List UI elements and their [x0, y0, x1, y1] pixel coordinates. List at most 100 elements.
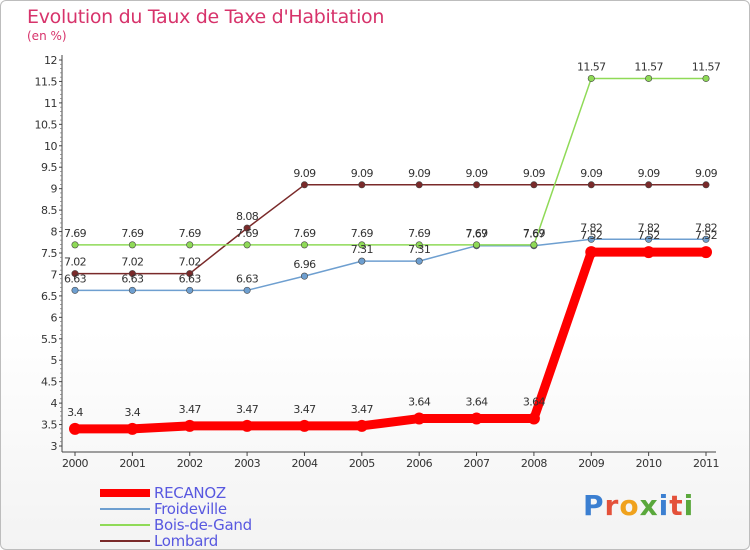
legend-swatch: [100, 540, 150, 542]
data-point: [587, 235, 595, 243]
data-label: 11.57: [634, 60, 663, 73]
y-tick-label: 8.5: [41, 204, 57, 217]
data-point: [530, 241, 538, 249]
data-label: 7.82: [695, 221, 717, 234]
y-tick-label: 10: [44, 140, 57, 153]
data-label: 6.63: [236, 272, 259, 285]
y-tick-label: 5: [51, 354, 58, 367]
y-tick-label: 6.5: [41, 290, 57, 303]
data-label: 6.63: [121, 272, 144, 285]
data-label: 7.69: [121, 227, 144, 240]
data-label: 7.69: [408, 227, 431, 240]
data-label: 7.31: [351, 243, 373, 256]
data-point: [645, 235, 653, 243]
data-point: [415, 181, 423, 189]
data-label: 7.67: [523, 228, 546, 241]
data-point: [69, 422, 81, 435]
legend-swatch: [100, 508, 150, 510]
logo-letter: x: [639, 489, 659, 522]
data-label: 3.4: [67, 406, 83, 419]
data-point: [702, 235, 710, 243]
chart-data-labels: 7.02 7.02 7.02 8.08 9.09 9.09 9.09 9.09 9.09 9.09…: [64, 60, 721, 418]
y-tick-label: 11: [44, 97, 57, 110]
chart-subtitle: (en %): [27, 29, 67, 43]
data-point: [126, 422, 139, 435]
legend-swatch: [100, 489, 150, 497]
data-label: 7.31: [408, 243, 430, 256]
data-point: [645, 74, 653, 82]
data-label: 11.57: [577, 60, 606, 73]
data-label: 7.02: [121, 256, 143, 269]
data-label: 7.69: [293, 227, 316, 240]
x-tick-label: 2003: [234, 457, 260, 470]
data-point: [71, 270, 79, 278]
data-point: [358, 257, 366, 265]
x-tick-label: 2007: [464, 457, 490, 470]
data-label: 7.52: [695, 229, 717, 242]
data-point: [186, 286, 194, 294]
data-label: 3.47: [293, 403, 316, 416]
data-point: [300, 181, 308, 189]
data-label: 7.82: [580, 221, 602, 234]
data-label: 3.47: [236, 403, 259, 416]
data-point: [243, 241, 251, 249]
chart-title: Evolution du Taux de Taxe d'Habitation: [27, 6, 385, 28]
x-tick-label: 2005: [349, 457, 375, 470]
logo-letter: P: [583, 489, 605, 522]
legend-swatch: [100, 524, 150, 526]
data-point: [186, 241, 194, 249]
data-label: 7.52: [580, 229, 602, 242]
data-point: [645, 181, 653, 189]
data-point: [298, 419, 311, 432]
x-tick-label: 2000: [62, 457, 88, 470]
data-point: [473, 181, 481, 189]
data-label: 7.82: [638, 221, 660, 234]
data-point: [243, 286, 251, 294]
data-point: [128, 241, 136, 249]
data-label: 6.63: [179, 272, 202, 285]
data-point: [241, 419, 254, 432]
data-point: [642, 246, 655, 259]
data-point: [527, 412, 540, 425]
data-point: [470, 412, 483, 425]
data-point: [413, 412, 426, 425]
data-label: 9.09: [408, 167, 431, 180]
data-label: 3.47: [351, 403, 374, 416]
y-tick-label: 5.5: [41, 333, 57, 346]
data-label: 7.69: [236, 227, 259, 240]
data-label: 9.09: [695, 167, 718, 180]
data-label: 7.67: [465, 228, 488, 241]
y-tick-label: 9.5: [41, 161, 57, 174]
x-tick-label: 2010: [636, 457, 662, 470]
series-line-lombard: [74, 184, 707, 275]
data-point: [473, 241, 481, 249]
y-tick-label: 7: [51, 268, 58, 281]
data-point: [530, 181, 538, 189]
y-tick-label: 10.5: [35, 118, 58, 131]
x-tick-label: 2009: [578, 457, 604, 470]
data-label: 9.09: [351, 167, 374, 180]
data-label: 7.69: [351, 227, 374, 240]
data-label: 3.4: [125, 406, 141, 419]
data-label: 9.09: [293, 167, 316, 180]
data-label: 7.69: [64, 227, 87, 240]
y-tick-label: 4: [51, 397, 58, 410]
data-point: [702, 74, 710, 82]
logo-letter: i: [683, 489, 695, 522]
data-label: 8.08: [236, 210, 259, 223]
y-tick-label: 3.5: [41, 419, 57, 432]
proxiti-logo: Proxiti: [583, 489, 694, 522]
data-point: [355, 419, 368, 432]
data-label: 7.69: [179, 227, 202, 240]
data-label: 9.09: [580, 167, 603, 180]
legend-label: Froideville: [154, 500, 227, 518]
data-point: [587, 74, 595, 82]
data-point: [587, 181, 595, 189]
data-label: 7.52: [638, 229, 660, 242]
data-label: 7.69: [523, 227, 546, 240]
legend-label: Lombard: [154, 532, 218, 550]
data-point: [186, 270, 194, 278]
series-line-recanoz: [70, 247, 711, 434]
